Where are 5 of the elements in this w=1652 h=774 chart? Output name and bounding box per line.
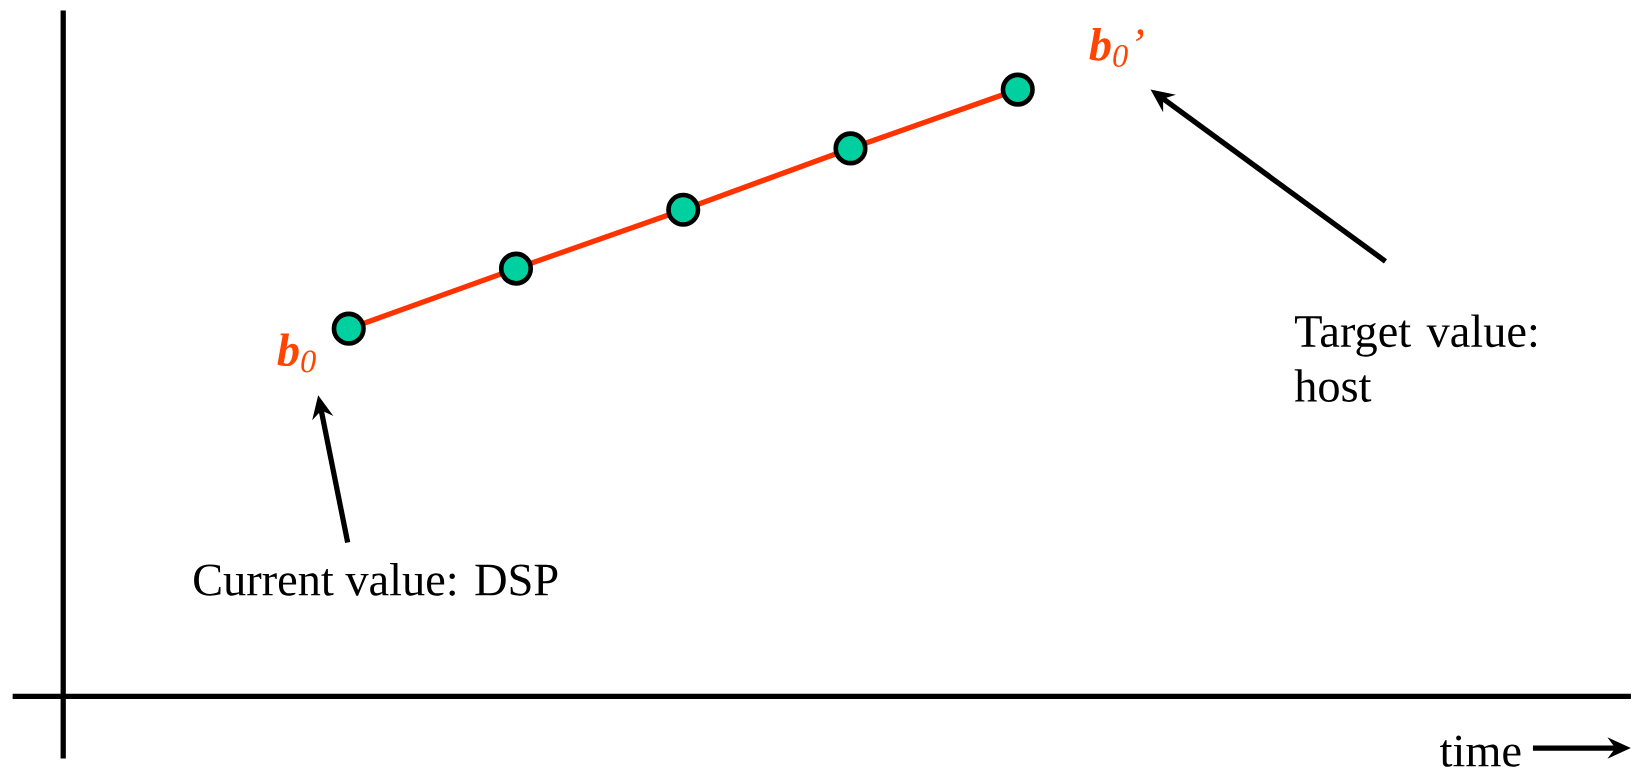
annotation: b$_{0}$ [277,333,316,373]
text: time [1440,735,1521,767]
text: b$_{0}$’ [1089,27,1144,67]
annotation: Current value: DSP [194,562,558,596]
text: Target value: host [1294,314,1537,402]
